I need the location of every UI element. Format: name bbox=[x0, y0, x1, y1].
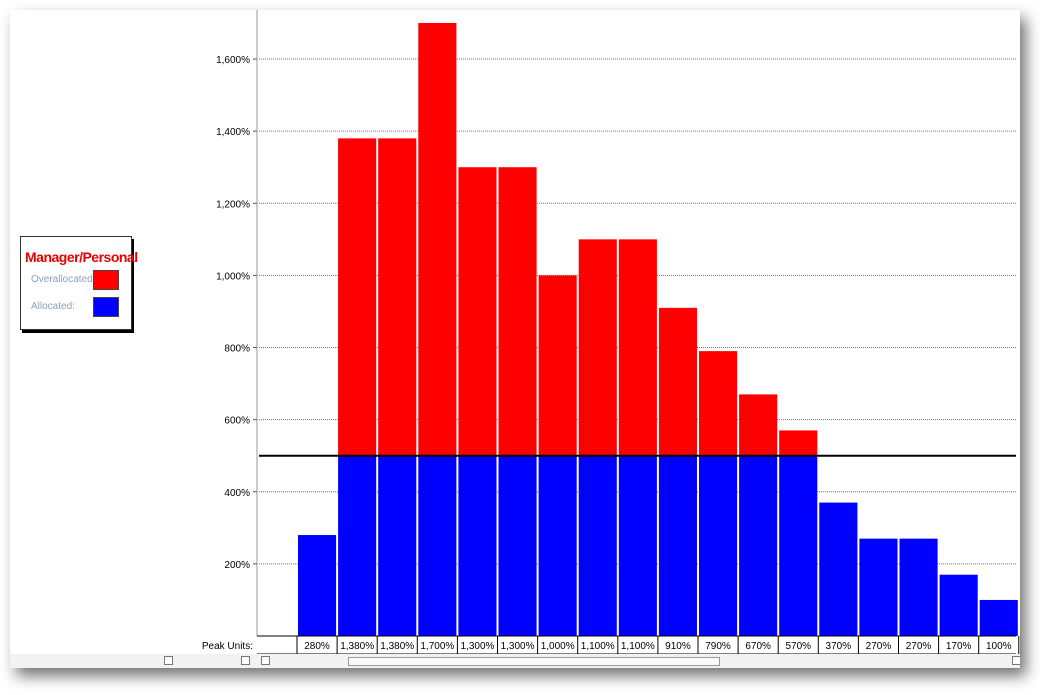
peak-unit-value: 1,100% bbox=[621, 641, 655, 652]
allocated-bar bbox=[699, 455, 738, 636]
peak-unit-value: 1,300% bbox=[501, 641, 535, 652]
overallocated-bar bbox=[418, 22, 457, 456]
peak-unit-value: 1,380% bbox=[340, 641, 374, 652]
legend-title: Manager/Personal bbox=[25, 249, 138, 265]
allocated-bar bbox=[338, 455, 377, 636]
overallocated-bar bbox=[378, 138, 417, 456]
peak-unit-value: 570% bbox=[785, 641, 811, 652]
allocated-bar bbox=[899, 538, 938, 636]
overallocated-bar bbox=[618, 239, 657, 456]
overallocated-bar bbox=[578, 239, 617, 456]
scroll-right-box-icon[interactable] bbox=[241, 656, 250, 665]
horizontal-scrollbar[interactable] bbox=[10, 654, 1020, 668]
overallocated-bar bbox=[779, 430, 818, 456]
peak-unit-value: 100% bbox=[986, 641, 1012, 652]
y-tick-label: 800% bbox=[224, 344, 250, 355]
y-tick-label: 1,200% bbox=[216, 199, 250, 210]
y-tick-label: 600% bbox=[224, 416, 250, 427]
peak-unit-value: 280% bbox=[304, 641, 330, 652]
peak-unit-value: 670% bbox=[745, 641, 771, 652]
peak-unit-value: 270% bbox=[906, 641, 932, 652]
legend-overallocated-swatch bbox=[93, 270, 119, 290]
allocated-bar bbox=[418, 455, 457, 636]
overallocated-bar bbox=[538, 275, 577, 456]
allocated-bar bbox=[538, 455, 577, 636]
y-tick-label: 1,400% bbox=[216, 127, 250, 138]
peak-unit-value: 790% bbox=[705, 641, 731, 652]
peak-unit-value: 370% bbox=[826, 641, 852, 652]
allocated-bar bbox=[578, 455, 617, 636]
chart-legend: Manager/Personal Overallocated: Allocate… bbox=[20, 236, 138, 330]
allocated-bar bbox=[658, 455, 697, 636]
peak-unit-value: 910% bbox=[665, 641, 691, 652]
scroll-thumb[interactable] bbox=[348, 657, 720, 666]
allocated-bar bbox=[779, 455, 818, 636]
allocated-bar bbox=[378, 455, 417, 636]
allocated-bar bbox=[458, 455, 497, 636]
allocated-bar bbox=[939, 574, 978, 636]
overallocated-bar bbox=[498, 167, 537, 456]
peak-unit-value: 270% bbox=[866, 641, 892, 652]
y-tick-label: 200% bbox=[224, 560, 250, 571]
allocated-bar bbox=[819, 502, 858, 636]
allocated-bar bbox=[298, 535, 337, 636]
peak-unit-value: 1,000% bbox=[541, 641, 575, 652]
allocated-bar bbox=[859, 538, 898, 636]
overallocated-bar bbox=[658, 307, 697, 456]
overallocated-bar bbox=[458, 167, 497, 456]
peak-unit-value: 1,300% bbox=[460, 641, 494, 652]
allocated-bar bbox=[979, 599, 1018, 636]
y-tick-label: 400% bbox=[224, 488, 250, 499]
legend-allocated-label: Allocated: bbox=[31, 301, 75, 312]
allocated-bar bbox=[739, 455, 778, 636]
peak-unit-value: 1,380% bbox=[380, 641, 414, 652]
overallocated-bar bbox=[338, 138, 377, 456]
legend-allocated-swatch bbox=[93, 297, 119, 317]
peak-unit-value: 1,100% bbox=[581, 641, 615, 652]
y-tick-label: 1,000% bbox=[216, 271, 250, 282]
resource-graph-view: Manager/Personal Overallocated: Allocate… bbox=[10, 10, 1020, 668]
resource-chart: 200% 400% 600% 800% 1,000% 1,200% 1,400% 1,600%… bbox=[202, 10, 1020, 654]
chart-scroll-left-icon[interactable] bbox=[261, 656, 270, 665]
peak-unit-value: 170% bbox=[946, 641, 972, 652]
overallocated-bar bbox=[699, 351, 738, 456]
y-tick-label: 1,600% bbox=[216, 55, 250, 66]
scroll-left-box-icon[interactable] bbox=[164, 656, 173, 665]
allocated-bar bbox=[618, 455, 657, 636]
chart-scroll-right-icon[interactable] bbox=[1012, 656, 1020, 665]
overallocated-bar bbox=[739, 394, 778, 456]
peak-units-label: Peak Units: bbox=[202, 641, 253, 652]
allocated-bar bbox=[498, 455, 537, 636]
legend-overallocated-label: Overallocated: bbox=[31, 274, 96, 285]
peak-unit-value: 1,700% bbox=[420, 641, 454, 652]
